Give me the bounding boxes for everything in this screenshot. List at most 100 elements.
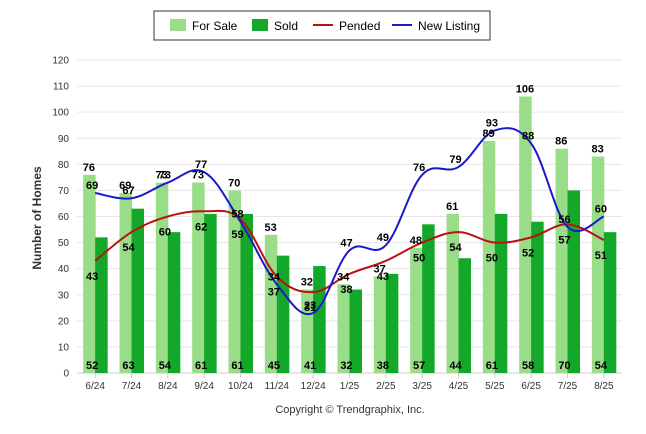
data-label-new-listing: 93 [486, 117, 498, 129]
data-label-new-listing: 79 [449, 154, 461, 166]
data-label-sold: 32 [340, 360, 352, 372]
x-tick-label: 9/24 [194, 381, 214, 392]
y-tick-label: 100 [52, 108, 69, 119]
y-tick-label: 120 [52, 56, 69, 67]
bar-for-sale [264, 234, 278, 373]
legend-swatch-sold [252, 19, 268, 31]
bar-for-sale [192, 182, 205, 373]
y-tick-label: 30 [58, 290, 70, 301]
y-tick-label: 10 [58, 342, 70, 353]
x-tick-label: 1/25 [340, 381, 360, 392]
bar-for-sale [519, 96, 532, 374]
y-axis-ticks: 0 10 20 30 40 50 60 70 80 90 100 110 120 [52, 56, 69, 380]
data-label-for-sale: 73 [192, 170, 204, 182]
legend-swatch-for-sale [170, 19, 186, 31]
data-label-pended: 38 [340, 284, 352, 296]
x-tick-label: 11/24 [265, 381, 290, 392]
y-tick-label: 0 [63, 369, 69, 380]
data-label-sold: 57 [413, 360, 425, 372]
data-label-new-listing: 34 [268, 271, 281, 283]
y-tick-label: 20 [58, 316, 70, 327]
data-label-for-sale: 48 [410, 235, 422, 247]
bar-for-sale [482, 140, 496, 373]
data-label-for-sale: 32 [301, 277, 313, 289]
y-axis-title: Number of Homes [30, 166, 44, 270]
data-label-sold: 52 [86, 360, 98, 372]
data-label-new-listing: 58 [231, 209, 243, 221]
bar-sold [531, 221, 544, 373]
data-label-new-listing: 77 [195, 159, 207, 171]
data-label-sold: 54 [159, 360, 172, 372]
data-label-sold: 41 [304, 360, 316, 372]
bar-sold [422, 224, 435, 373]
data-label-new-listing: 47 [340, 237, 352, 249]
data-label-for-sale: 70 [228, 177, 240, 189]
bar-sold [494, 213, 508, 373]
bar-for-sale [228, 190, 241, 373]
data-label-sold: 61 [486, 360, 498, 372]
data-label-new-listing: 88 [522, 130, 534, 142]
data-label-pended: 54 [122, 242, 135, 254]
data-label-pended: 57 [558, 234, 570, 246]
bar-for-sale [119, 193, 132, 373]
data-label-for-sale: 73 [155, 170, 167, 182]
bar-sold [349, 289, 362, 373]
data-label-sold: 58 [522, 360, 534, 372]
bar-sold [131, 208, 144, 373]
bar-sold [167, 232, 181, 373]
data-label-new-listing: 49 [377, 232, 389, 244]
x-tick-label: 6/24 [85, 381, 105, 392]
line-pended [94, 209, 605, 294]
data-label-sold: 61 [231, 360, 243, 372]
data-label-pended: 50 [413, 253, 425, 265]
bar-for-sale [337, 284, 350, 373]
bar-sold [458, 258, 471, 373]
bar-sold [567, 190, 580, 373]
bar-for-sale [410, 247, 423, 373]
data-label-pended: 43 [86, 271, 98, 283]
data-label-sold: 70 [558, 360, 570, 372]
y-tick-label: 80 [58, 160, 70, 171]
data-label-for-sale: 106 [516, 84, 534, 96]
data-label-sold: 45 [268, 360, 280, 372]
data-label-pended: 60 [159, 227, 171, 239]
x-tick-label: 7/25 [558, 381, 578, 392]
copyright-text: Copyright © Trendgraphix, Inc. [275, 404, 424, 416]
bar-for-sale [83, 174, 96, 373]
bar-for-sale [591, 156, 605, 373]
y-tick-label: 70 [58, 186, 70, 197]
bar-for-sale [301, 289, 314, 373]
legend-label-sold: Sold [274, 19, 298, 33]
data-label-new-listing: 23 [304, 300, 316, 312]
data-label-sold: 63 [122, 360, 134, 372]
data-label-for-sale: 37 [373, 263, 385, 275]
data-label-sold: 38 [377, 360, 389, 372]
data-label-for-sale: 83 [591, 144, 603, 156]
y-tick-label: 60 [58, 212, 70, 223]
bar-sold [204, 213, 217, 373]
data-label-for-sale: 69 [119, 180, 131, 192]
data-label-pended: 31 [304, 302, 316, 314]
x-axis-ticks: 6/24 7/24 8/24 9/24 10/24 11/24 12/24 1/25 2/25 3… [85, 373, 614, 392]
y-tick-label: 50 [58, 238, 70, 249]
bar-for-sale [155, 182, 169, 373]
data-label-pended: 62 [195, 221, 207, 233]
bars [83, 96, 617, 374]
bar-sold [240, 213, 253, 373]
data-label-pended: 51 [595, 250, 607, 262]
x-tick-label: 3/25 [412, 381, 432, 392]
y-tick-label: 90 [58, 134, 70, 145]
data-label-for-sale: 86 [555, 136, 567, 148]
bar-for-sale [446, 213, 459, 373]
bar-sold [95, 237, 108, 373]
y-tick-label: 110 [53, 82, 69, 93]
data-label-new-listing: 67 [122, 185, 134, 197]
data-label-for-sale: 89 [482, 128, 494, 140]
data-label-new-listing: 60 [595, 204, 607, 216]
chart-legend: For Sale Sold Pended New Listing [153, 10, 491, 41]
x-tick-label: 4/25 [449, 381, 469, 392]
data-label-sold: 44 [449, 360, 462, 372]
data-label-pended: 59 [231, 229, 243, 241]
